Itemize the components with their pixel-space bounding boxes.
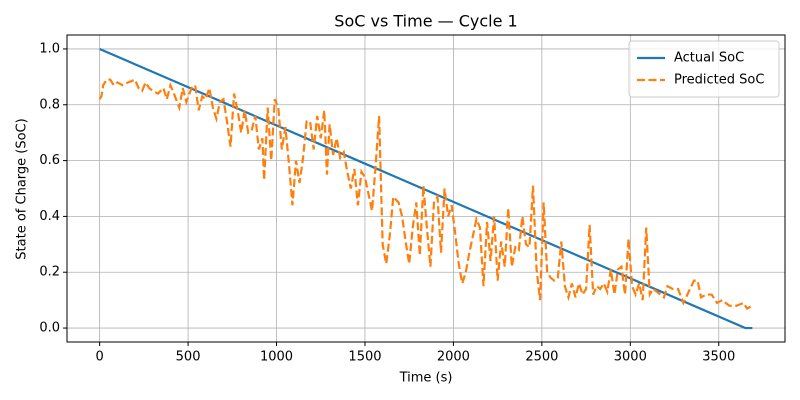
y-tick-label: 0.8 xyxy=(39,97,60,112)
x-tick-label: 2000 xyxy=(437,350,470,365)
legend-label: Actual SoC xyxy=(674,51,744,66)
x-tick-label: 1000 xyxy=(260,350,293,365)
legend: Actual SoC Predicted SoC xyxy=(628,40,780,98)
x-tick-label: 1500 xyxy=(348,350,381,365)
series-line xyxy=(98,78,753,310)
legend-label: Predicted SoC xyxy=(674,73,764,88)
chart-title: SoC vs Time — Cycle 1 xyxy=(334,12,517,31)
x-tick-label: 3500 xyxy=(702,350,735,365)
x-tick-label: 3000 xyxy=(614,350,647,365)
x-axis-label: Time (s) xyxy=(399,371,453,386)
y-tick-label: 0.0 xyxy=(39,321,60,336)
legend-box xyxy=(628,40,780,98)
x-tick-label: 0 xyxy=(95,350,103,365)
y-tick-label: 1.0 xyxy=(39,41,60,56)
x-tick-label: 500 xyxy=(176,350,201,365)
axes-frame xyxy=(66,34,786,343)
y-axis-label: State of Charge (SoC) xyxy=(15,118,30,259)
x-tick-label: 2500 xyxy=(525,350,558,365)
y-tick-label: 0.2 xyxy=(39,265,60,280)
y-tick-label: 0.4 xyxy=(39,209,60,224)
y-tick-label: 0.6 xyxy=(39,153,60,168)
